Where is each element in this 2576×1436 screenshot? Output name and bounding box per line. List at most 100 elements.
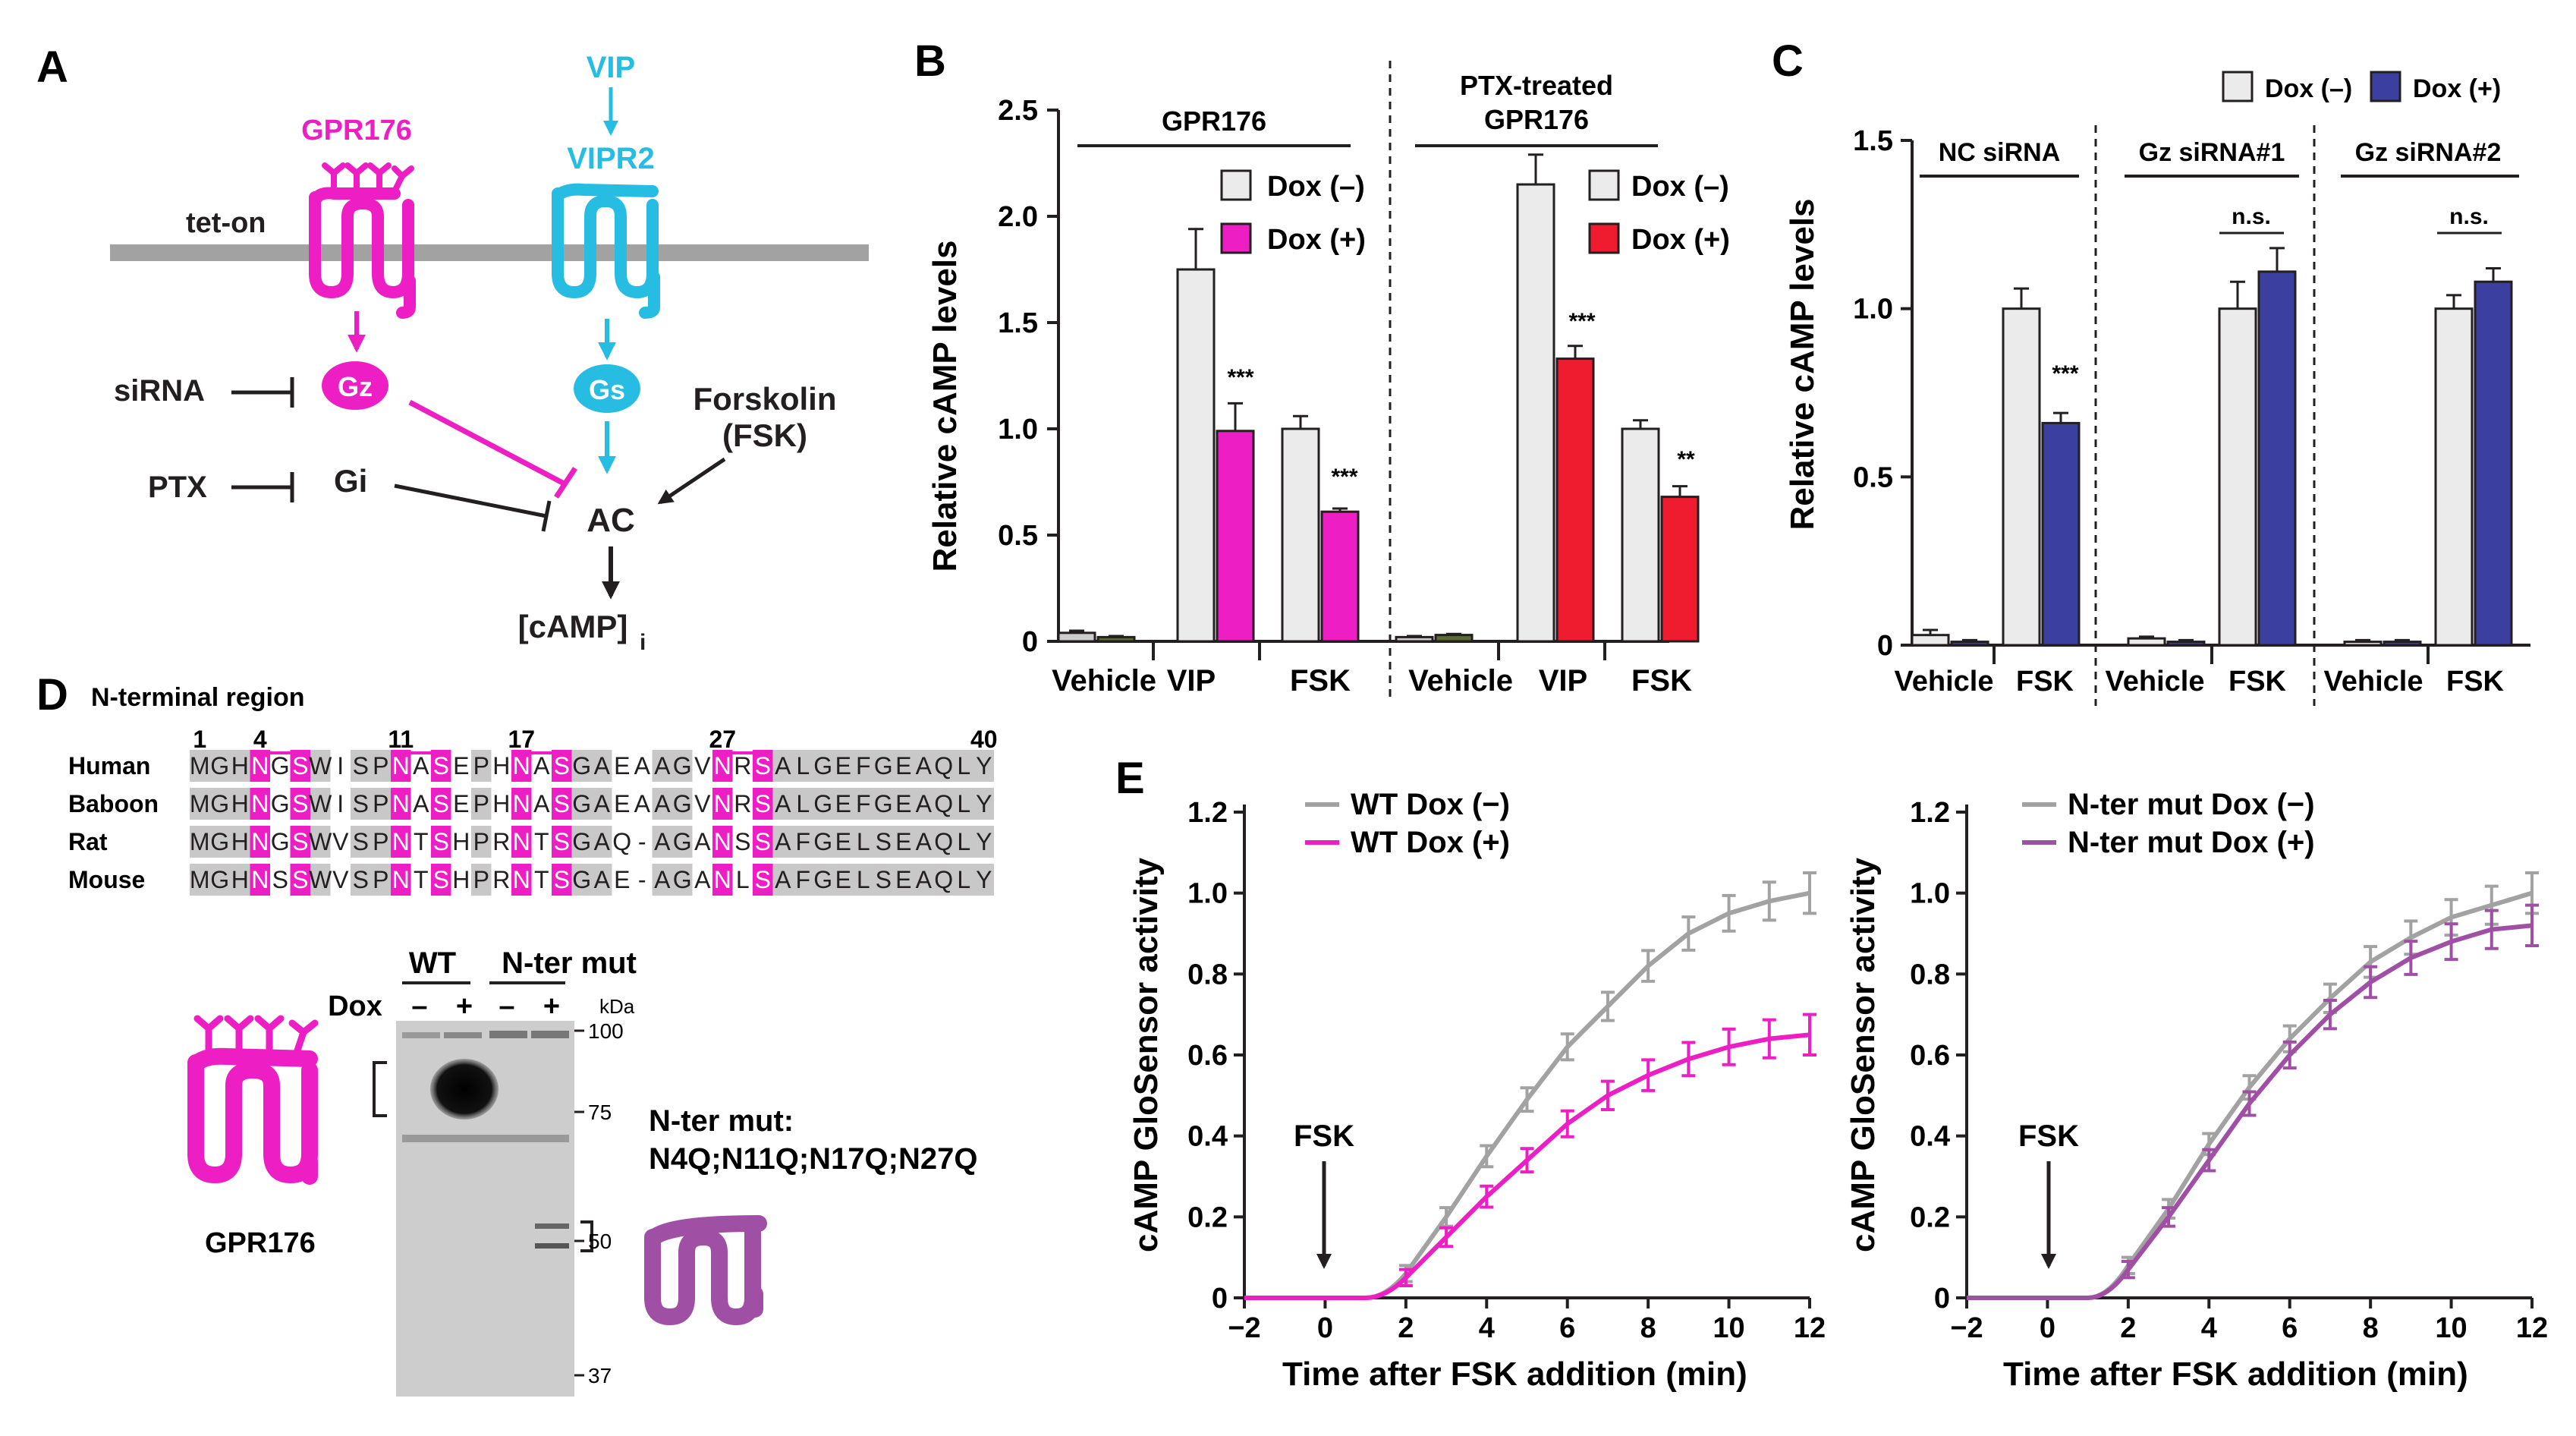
species-label: Human <box>68 752 150 779</box>
residue: P <box>473 828 489 855</box>
panel-d-alignment: N-terminal region 1 4 11 17 27 40 Human M G H N G S… <box>68 683 998 896</box>
b-bar-dox-plus <box>1660 496 1700 643</box>
b-ytick-label: 1.0 <box>998 414 1038 446</box>
residue: Y <box>976 752 992 779</box>
group-ptx-label-1: PTX-treated <box>1460 70 1613 101</box>
residue-bg <box>793 826 813 858</box>
residue: S <box>433 752 449 779</box>
residue-bg <box>873 750 894 782</box>
residue: L <box>957 866 970 893</box>
group-nc-sirna: NC siRNA <box>1939 138 2061 167</box>
residue: L <box>857 866 870 893</box>
species-label: Rat <box>68 828 108 855</box>
residue-bg <box>571 788 592 820</box>
c-bar-dox-minus <box>2002 307 2041 647</box>
residue-bg <box>310 750 331 782</box>
residue-bg <box>973 750 994 782</box>
residue-bg <box>370 864 391 896</box>
residue: A <box>413 752 429 779</box>
residue: E <box>895 790 911 817</box>
residue: V <box>694 752 711 779</box>
panel-e-left-xlabel: Time after FSK addition (min) <box>1282 1356 1747 1393</box>
residue: H <box>452 866 470 893</box>
residue: G <box>210 866 229 893</box>
e-ytick-label: 1.0 <box>1187 878 1228 910</box>
residue: E <box>895 752 911 779</box>
e-xtick-label: 4 <box>1479 1312 1495 1344</box>
residue-bg <box>511 788 532 820</box>
position-label: 27 <box>709 726 736 753</box>
residue-bg <box>793 750 813 782</box>
sig-c-gz2: n.s. <box>2449 204 2489 229</box>
residue: Q <box>934 790 953 817</box>
e-ytick-label: 0.4 <box>1187 1121 1228 1153</box>
c-xlabel: Vehicle <box>2106 666 2205 698</box>
residue-bg <box>712 826 733 858</box>
residue-bg <box>290 826 310 858</box>
residue-bg <box>592 864 612 896</box>
residue: N <box>392 828 410 855</box>
residue-bg <box>511 864 532 896</box>
e-xtick-label: 6 <box>1559 1312 1575 1344</box>
position-label: 11 <box>388 726 414 753</box>
e-ytick-label: 0.2 <box>1910 1201 1950 1233</box>
residue-bg <box>652 788 672 820</box>
residue-bg <box>209 826 230 858</box>
residue-bg <box>370 788 391 820</box>
e-ytick-label: 0.6 <box>1187 1040 1228 1072</box>
residue-bg <box>190 788 210 820</box>
residue-bg <box>230 788 250 820</box>
legend-b2-dox-minus: Dox (–) <box>1631 171 1729 203</box>
residue: G <box>813 752 832 779</box>
residue: S <box>554 790 570 817</box>
residue: A <box>654 790 671 817</box>
residue: S <box>554 752 570 779</box>
residue-bg <box>933 826 954 858</box>
residue-bg <box>833 750 854 782</box>
residue-bg <box>391 864 411 896</box>
e-ytick-label: 1.0 <box>1910 878 1950 910</box>
residue: H <box>231 790 249 817</box>
residue: G <box>572 752 591 779</box>
residue-bg <box>853 788 873 820</box>
panel-e-left-chart: cAMP GloSensor activity Time after FSK a… <box>1128 788 1826 1393</box>
blot-nter-label: N-ter mut <box>502 946 637 980</box>
sig-b-ptx-fsk: ** <box>1677 447 1695 472</box>
residue: E <box>835 790 851 817</box>
residue-bg <box>290 788 310 820</box>
residue: S <box>292 790 308 817</box>
c-bar-dox-plus <box>2166 641 2206 647</box>
b-ytick-label: 0 <box>1022 626 1038 658</box>
residue: G <box>210 828 229 855</box>
residue-bg <box>893 788 914 820</box>
e-xtick-label: 2 <box>2120 1312 2136 1344</box>
residue-bg <box>471 826 492 858</box>
marker-100: 100 <box>588 1019 624 1043</box>
residue: G <box>813 866 832 893</box>
b-bar-dox-minus <box>1281 427 1320 643</box>
residue: S <box>755 828 771 855</box>
residue: S <box>292 866 308 893</box>
residue: L <box>957 790 970 817</box>
residue-bg <box>793 864 813 896</box>
sirna-label: siRNA <box>114 374 205 408</box>
e-ytick-label: 0.4 <box>1910 1121 1950 1153</box>
residue: A <box>594 866 611 893</box>
residue: H <box>231 752 249 779</box>
residue: H <box>452 828 470 855</box>
e-ytick-label: 0.8 <box>1187 959 1228 990</box>
e-xtick-label: 8 <box>1640 1312 1656 1344</box>
panel-letter-c: C <box>1772 36 1804 86</box>
e-ytick-label: 0 <box>1934 1283 1950 1315</box>
residue-bg <box>914 750 934 782</box>
residue-bg <box>471 788 492 820</box>
residue: W <box>309 866 332 893</box>
residue-bg <box>833 864 854 896</box>
gz-protein <box>322 361 388 410</box>
residue-bg <box>954 750 974 782</box>
b-xlabel: FSK <box>1290 664 1351 698</box>
position-label: 17 <box>508 726 535 753</box>
residue-bg <box>351 788 371 820</box>
lane-sign-1: – <box>411 990 427 1022</box>
legend-b2-dox-minus-swatch <box>1588 169 1620 201</box>
